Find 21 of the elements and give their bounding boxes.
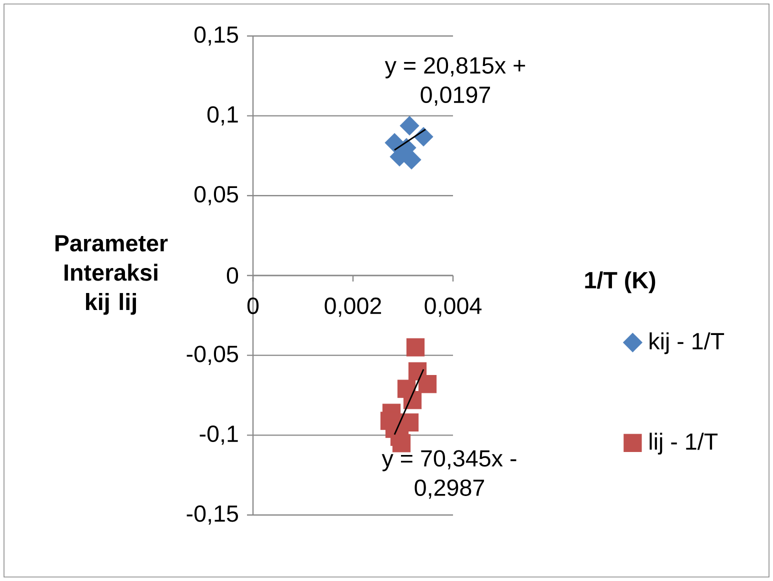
point	[403, 390, 422, 410]
legend-label: lij - 1/T	[650, 432, 718, 454]
point	[400, 116, 420, 136]
legend-label: kij - 1/T	[650, 332, 724, 354]
annotation: y = 70,345x - 0,2987	[382, 450, 516, 499]
x-tick-label: 0,002	[324, 298, 382, 317]
y-axis-title: Parameter Interaksi kij lij	[55, 235, 168, 315]
y-tick-label: -0,05	[186, 346, 238, 365]
point	[418, 375, 437, 394]
point	[392, 434, 411, 452]
x-axis-title: 1/T (K)	[585, 271, 656, 294]
x-tick-label: 0	[247, 298, 259, 314]
x-tick-label: 0,004	[424, 298, 482, 317]
y-tick-label: 0,1	[207, 106, 238, 126]
point	[406, 338, 425, 356]
y-tick-label: -0,15	[186, 505, 238, 525]
y-tick-label: 0,15	[194, 26, 238, 46]
annotation: y = 20,815x + 0,0197	[384, 57, 526, 106]
y-tick-label: -0,1	[200, 426, 238, 445]
y-tick-label: 0,05	[194, 186, 238, 206]
y-tick-label: 0	[226, 267, 238, 284]
